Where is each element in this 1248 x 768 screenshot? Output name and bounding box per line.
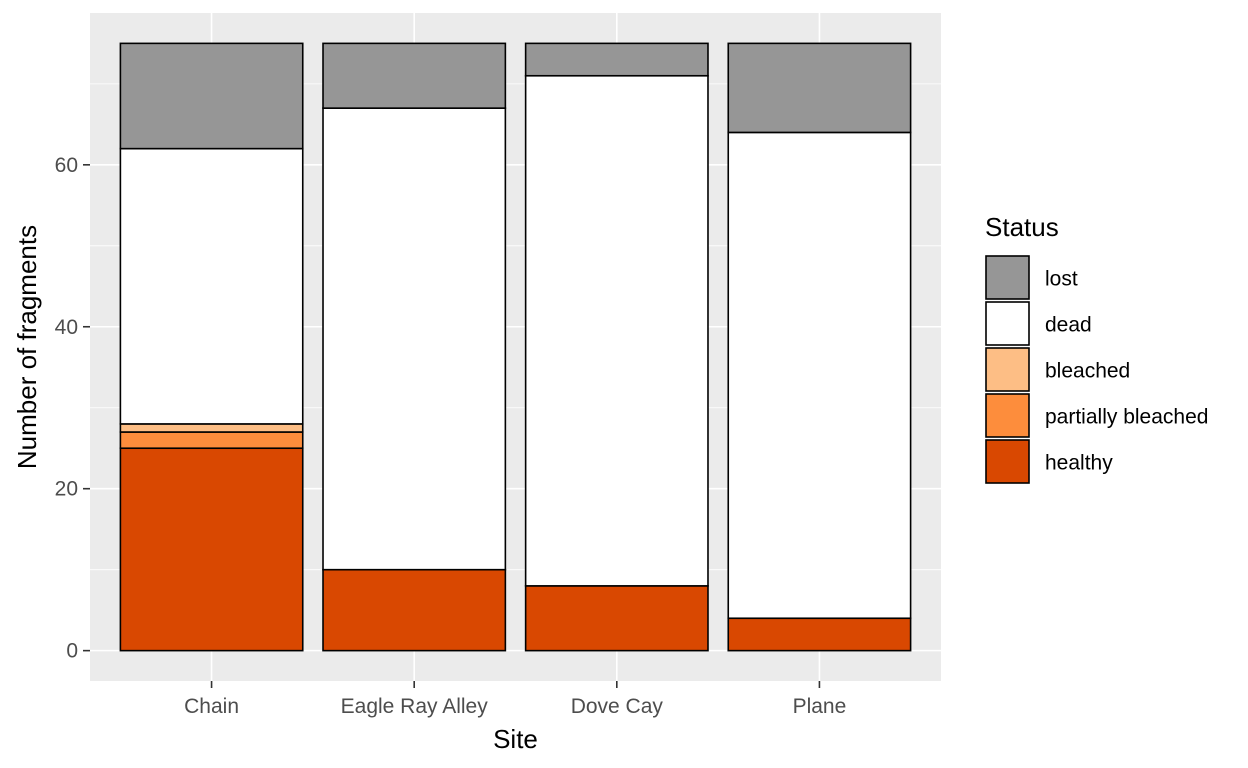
legend: Status lost dead bleached partially bleache… <box>985 212 1208 484</box>
legend-title: Status <box>985 212 1059 242</box>
bars <box>119 42 912 652</box>
legend-key-lost <box>985 255 1030 300</box>
y-tick-label: 60 <box>55 154 78 177</box>
legend-label: dead <box>1045 314 1092 337</box>
x-tick-label: Chain <box>184 695 239 718</box>
legend-label: healthy <box>1045 452 1113 475</box>
bar-segment-dead <box>524 74 709 587</box>
bar-segment-healthy <box>322 568 507 652</box>
bar-segment-partially-bleached <box>119 431 304 450</box>
legend-label: partially bleached <box>1045 406 1208 429</box>
bar-segment-dead <box>727 131 912 620</box>
legend-key-healthy <box>985 439 1030 484</box>
bar-segment-lost <box>524 42 709 77</box>
legend-label: bleached <box>1045 360 1130 383</box>
bar-segment-healthy <box>524 585 709 652</box>
y-axis: 0 20 40 60 <box>55 154 90 663</box>
bar-segment-lost <box>322 42 507 109</box>
x-axis: Chain Eagle Ray Alley Dove Cay Plane <box>184 681 846 718</box>
bar-segment-lost <box>727 42 912 134</box>
y-tick-label: 40 <box>55 316 78 339</box>
x-axis-title: Site <box>493 724 538 754</box>
x-tick-label: Plane <box>793 695 847 718</box>
x-tick-label: Dove Cay <box>571 695 664 718</box>
bar-segment-dead <box>322 107 507 571</box>
y-tick-label: 20 <box>55 478 78 501</box>
bar-segment-dead <box>119 147 304 425</box>
x-tick-label: Eagle Ray Alley <box>341 695 489 718</box>
legend-key-dead <box>985 301 1030 346</box>
y-axis-title: Number of fragments <box>12 225 42 469</box>
legend-label: lost <box>1045 268 1078 291</box>
bar-segment-bleached <box>119 423 304 433</box>
bar-segment-lost <box>119 42 304 150</box>
legend-key-bleached <box>985 347 1030 392</box>
bar-segment-healthy <box>727 617 912 652</box>
bar-segment-healthy <box>119 447 304 652</box>
y-tick-label: 0 <box>66 640 78 663</box>
legend-key-partially-bleached <box>985 393 1030 438</box>
